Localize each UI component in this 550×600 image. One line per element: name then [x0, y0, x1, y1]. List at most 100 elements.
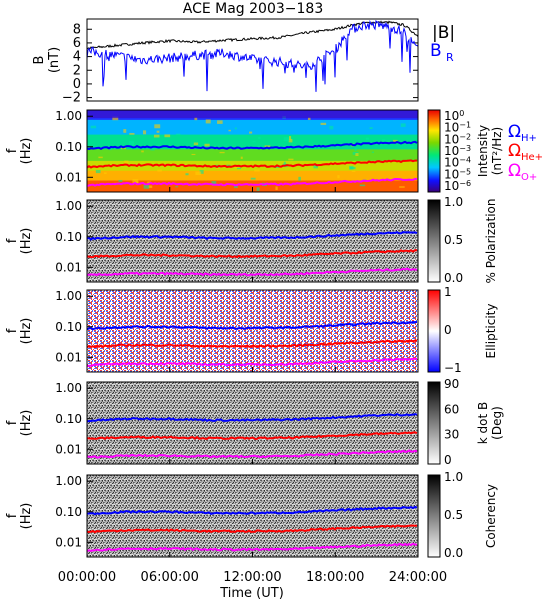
intensity-speckle	[240, 156, 243, 159]
legend-b-total: |B|	[432, 23, 455, 43]
intensity-speckle	[369, 127, 373, 130]
intensity-speckle	[143, 184, 150, 189]
intensity-speckle	[399, 186, 405, 188]
colorbar-title: % Polarization	[484, 199, 498, 284]
intensity-speckle	[359, 184, 366, 187]
freq-ylabel-unit: (Hz)	[19, 503, 34, 530]
colorbar-label: 0.5	[444, 508, 463, 522]
freq-tick-label: 0.10	[55, 505, 82, 519]
b-tick-label: 6	[73, 36, 81, 51]
intensity-speckle	[254, 169, 260, 172]
intensity-speckle	[354, 147, 357, 151]
freq-ylabel: f	[5, 148, 20, 153]
intensity-band-top	[87, 110, 418, 118]
legend-omega: Ω	[508, 141, 521, 161]
intensity-speckle	[381, 139, 386, 141]
intensity-speckle	[124, 160, 129, 164]
intensity-speckle	[234, 127, 237, 130]
colorbar-title: Intensity	[476, 125, 490, 177]
freq-ylabel: f	[5, 328, 20, 333]
freq-tick-label: 0.01	[55, 350, 82, 364]
b-tick-label: 2	[73, 63, 81, 78]
legend-omega: Ω	[508, 122, 521, 142]
b-tick-label: −2	[62, 91, 81, 106]
intensity-speckle	[191, 153, 196, 156]
colorbar-title: k dot B	[476, 402, 490, 444]
spectrogram-background	[87, 475, 418, 557]
intensity-speckle	[98, 156, 103, 159]
intensity-speckle	[351, 170, 356, 172]
gyrofrequency-line	[86, 249, 418, 259]
intensity-speckle	[392, 139, 398, 143]
colorbar-kdotb	[427, 381, 441, 465]
legend-omega-sub: O+	[521, 172, 537, 183]
intensity-speckle	[150, 148, 155, 151]
intensity-speckle	[409, 145, 414, 147]
colorbar-label: 0.0	[444, 546, 463, 560]
freq-tick-label: 0.01	[55, 170, 82, 184]
spectrogram-background	[87, 382, 418, 464]
intensity-speckle	[141, 150, 144, 153]
intensity-band	[87, 149, 418, 162]
intensity-speckle	[365, 137, 369, 140]
time-axis: 00:00:00 06:00:00 12:00:00 18:00:00 24:00:00	[58, 570, 447, 585]
colorbar-intensity	[427, 109, 441, 193]
colorbar-polarization	[427, 199, 441, 283]
intensity-speckle	[195, 171, 202, 176]
colorbar-label: 0	[444, 323, 452, 337]
gyrofrequency-line	[86, 412, 418, 423]
colorbar-label: 90	[444, 377, 459, 391]
time-tick-label: 18:00:00	[306, 570, 364, 585]
colorbar-coherency	[427, 474, 441, 558]
colorbar-label: 30	[444, 428, 459, 442]
intensity-speckle	[129, 132, 135, 135]
b-tick-label: 8	[73, 22, 81, 37]
intensity-speckle	[283, 137, 290, 142]
panel-kdotb: 1.00 0.10 0.01 f (Hz) 90 60 30 0 k dot B (Deg)	[5, 377, 504, 467]
intensity-speckle	[349, 167, 356, 170]
colorbar-ellipticity	[427, 289, 441, 373]
intensity-speckle	[329, 125, 334, 130]
gyrofrequency-line	[86, 177, 418, 187]
gyrofrequency-line	[86, 320, 418, 331]
intensity-speckle	[132, 179, 139, 184]
intensity-speckle	[199, 170, 204, 174]
intensity-speckle	[205, 119, 211, 124]
spectrogram-background	[87, 290, 418, 372]
freq-tick-label: 0.01	[55, 442, 82, 456]
gyrofrequency-line	[86, 524, 417, 534]
intensity-speckle	[252, 141, 256, 143]
freq-tick-label: 0.01	[55, 260, 82, 274]
intensity-speckle	[217, 120, 223, 124]
intensity-speckle	[298, 176, 301, 181]
b-tick-label: 0	[73, 77, 81, 92]
colorbar-label: 1	[444, 285, 452, 299]
intensity-speckle	[103, 172, 107, 174]
colorbar-label: 0.0	[444, 271, 463, 285]
b-series-line	[86, 19, 419, 92]
gyrofrequency-line	[86, 431, 418, 441]
intensity-speckle	[355, 153, 359, 156]
intensity-speckle	[175, 133, 181, 135]
intensity-speckle	[337, 175, 340, 179]
gyrofrequency-line	[86, 505, 418, 516]
intensity-speckle	[121, 147, 127, 150]
gyrofrequency-line	[86, 231, 418, 241]
intensity-speckle	[289, 136, 292, 140]
b-ylabel: B	[32, 56, 47, 65]
intensity-speckle	[313, 164, 319, 169]
legend-omega: Ω	[508, 161, 521, 181]
intensity-band	[87, 180, 418, 193]
intensity-speckle	[204, 143, 210, 147]
legend-omega-sub: H+	[521, 133, 537, 144]
intensity-band	[87, 170, 418, 182]
freq-ylabel: f	[5, 513, 20, 518]
freq-ylabel-unit: (Hz)	[19, 410, 34, 437]
gyrofrequency-line	[86, 159, 418, 169]
intensity-speckle	[258, 136, 261, 139]
colorbar-label: 0	[444, 453, 452, 467]
colorbar-label: 10−6	[444, 179, 471, 194]
time-axis-label: Time (UT)	[219, 586, 284, 600]
colorbar-title: Coherency	[484, 484, 498, 548]
